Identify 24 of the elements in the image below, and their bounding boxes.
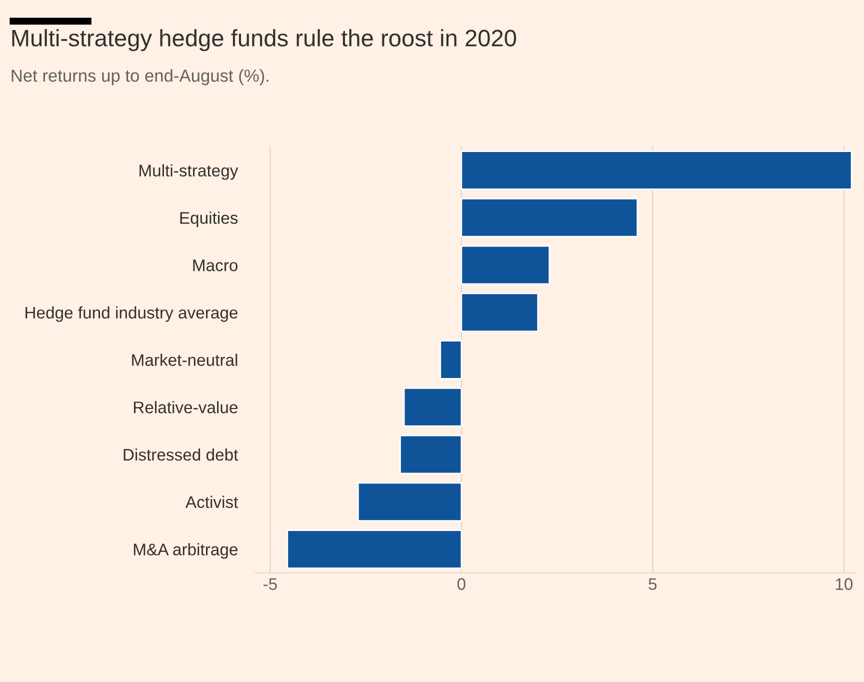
x-tick-label: 10: [836, 578, 853, 590]
chart-title: Multi-strategy hedge funds rule the roost in 2020: [12, 29, 516, 52]
bar: [403, 387, 462, 427]
y-tick-label: M&A arbitrage: [134, 543, 238, 559]
bar: [440, 340, 462, 380]
bar: [357, 482, 462, 522]
y-tick-label: Multi-strategy: [140, 164, 238, 180]
bar: [460, 245, 550, 285]
y-tick-label: Distressed debt: [124, 448, 238, 461]
y-tick-label: Activist: [185, 496, 238, 508]
bar: [460, 150, 852, 190]
bar: [286, 530, 462, 569]
y-tick-label: Equities: [180, 212, 238, 228]
bar: [400, 434, 462, 474]
bar: [460, 292, 539, 332]
chart-subtitle: Net returns up to end-August (%).: [12, 69, 268, 86]
y-tick-label: Hedge fund industry average: [26, 306, 238, 322]
y-tick-label: Macro: [193, 260, 238, 272]
bar: [460, 198, 638, 238]
y-tick-label: Relative-value: [134, 401, 238, 414]
x-tick-label: -5: [264, 578, 277, 590]
x-tick-label: 0: [457, 578, 466, 590]
x-tick-label: 5: [648, 578, 657, 590]
y-tick-label: Market-neutral: [132, 354, 238, 366]
